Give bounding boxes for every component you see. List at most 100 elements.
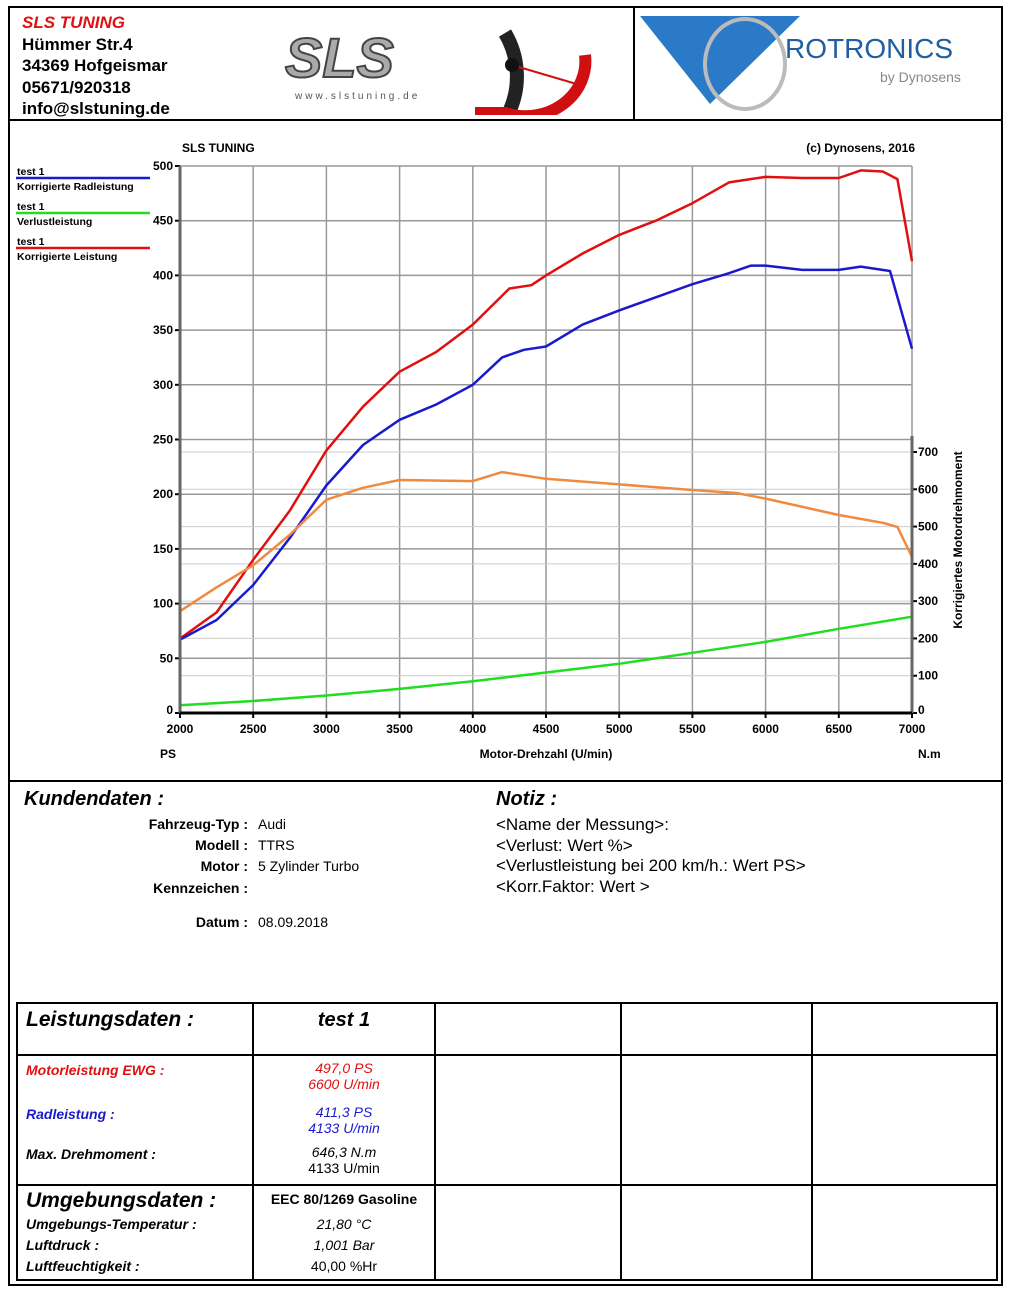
note-line: <Name der Messung>: bbox=[496, 815, 669, 834]
x-axis-label: Motor-Drehzahl (U/min) bbox=[480, 747, 613, 761]
series-line-korrigierte-leistung bbox=[179, 169, 914, 640]
y-right-tick-label: 400 bbox=[918, 557, 938, 571]
rotronics-logo-text: ROTRONICS bbox=[785, 33, 953, 64]
legend-label: Korrigierte Leistung bbox=[17, 251, 117, 263]
y-left-tick-label: 150 bbox=[153, 542, 173, 556]
right-axis-unit: N.m bbox=[918, 747, 941, 761]
dyno-chart: 2000 2500 3000 3500 4000 4500 5000 5500 6000 6500… bbox=[16, 141, 965, 761]
kennzeichen-label: Kennzeichen : bbox=[153, 880, 248, 896]
motor-value: 5 Zylinder Turbo bbox=[258, 858, 360, 874]
series-line-korrigierte-radleistung bbox=[179, 264, 914, 641]
y-right-tick-label: 100 bbox=[918, 669, 938, 683]
y-right-tick-label: 600 bbox=[918, 482, 938, 496]
rotronics-logo-sub: by Dynosens bbox=[880, 69, 961, 85]
rad-ps: 411,3 PS bbox=[315, 1104, 373, 1120]
left-axis-unit: PS bbox=[160, 747, 176, 761]
empty-cell bbox=[620, 1002, 813, 1056]
torque-rpm: 4133 U/min bbox=[308, 1160, 380, 1176]
temp-value: 21,80 °C bbox=[316, 1216, 372, 1232]
y-right-tick-label: 700 bbox=[918, 445, 938, 459]
datum-value: 08.09.2018 bbox=[258, 914, 329, 930]
leistung-labels: Motorleistung EWG : Radleistung : Max. D… bbox=[16, 1054, 254, 1186]
temp-label: Umgebungs-Temperatur : bbox=[26, 1216, 197, 1232]
page-frame bbox=[8, 6, 1003, 1286]
city: 34369 Hofgeismar bbox=[22, 56, 168, 75]
series-line-verlustleistung bbox=[179, 615, 913, 707]
x-tick-label: 3000 bbox=[313, 722, 340, 736]
chart-copyright: (c) Dynosens, 2016 bbox=[806, 141, 915, 155]
empty-cell bbox=[434, 1184, 622, 1281]
y-left-tick-label: 500 bbox=[153, 159, 173, 173]
motor-label: Motor : bbox=[200, 858, 248, 874]
rad-label: Radleistung : bbox=[26, 1106, 115, 1122]
norm: EEC 80/1269 Gasoline bbox=[270, 1191, 418, 1207]
notiz-title: Notiz : bbox=[496, 788, 558, 810]
company-address: SLS TUNING Hümmer Str.4 34369 Hofgeismar… bbox=[22, 12, 170, 120]
x-tick-label: 2500 bbox=[240, 722, 267, 736]
y-left-tick-label: 200 bbox=[153, 487, 173, 501]
legend-run: test 1 bbox=[17, 166, 45, 178]
x-tick-label: 7000 bbox=[899, 722, 926, 736]
empty-cell bbox=[811, 1002, 998, 1056]
rotronics-logo: ROTRONICS by Dynosens bbox=[640, 16, 961, 111]
legend-label: Verlustleistung bbox=[17, 216, 92, 228]
divider bbox=[8, 119, 1003, 121]
modell-value: TTRS bbox=[258, 837, 295, 853]
sls-logo: SLS www.slstuning.de bbox=[284, 25, 592, 115]
kundendaten-list: Fahrzeug-Typ : Audi Modell : TTRS Motor … bbox=[128, 816, 488, 936]
x-tick-label: 3500 bbox=[386, 722, 413, 736]
phone: 05671/920318 bbox=[22, 77, 131, 97]
empty-cell bbox=[434, 1002, 622, 1056]
datum-label: Datum : bbox=[195, 914, 248, 930]
fahrzeug-label: Fahrzeug-Typ : bbox=[148, 816, 248, 832]
y-left-tick-label: 250 bbox=[153, 433, 173, 447]
sls-logo-url: www.slstuning.de bbox=[294, 91, 420, 102]
street: Hümmer Str.4 bbox=[22, 34, 133, 54]
x-tick-label: 5000 bbox=[606, 722, 633, 736]
note-line: <Korr.Faktor: Wert > bbox=[496, 876, 650, 896]
empty-cell bbox=[620, 1184, 813, 1281]
y-right-tick-label: 500 bbox=[918, 520, 938, 534]
torque-nm: 646,3 N.m bbox=[311, 1144, 377, 1160]
chart-title: SLS TUNING bbox=[182, 141, 255, 155]
motor-ps: 497,0 PS bbox=[315, 1060, 373, 1076]
performance-table: Leistungsdaten : test 1 Motorleistung EW… bbox=[16, 1002, 998, 1281]
y-left-tick-label: 450 bbox=[153, 214, 173, 228]
torque-label: Max. Drehmoment : bbox=[26, 1146, 156, 1162]
y-left-tick-label: 0 bbox=[166, 703, 173, 717]
empty-cell bbox=[620, 1054, 813, 1186]
sls-logo-text: SLS bbox=[285, 26, 394, 89]
fahrzeug-value: Audi bbox=[258, 816, 287, 832]
x-tick-label: 5500 bbox=[679, 722, 706, 736]
run-name: test 1 bbox=[252, 1002, 436, 1056]
umgebung-values: EEC 80/1269 Gasoline 21,80 °C 1,001 Bar … bbox=[252, 1184, 436, 1281]
legend-run: test 1 bbox=[17, 201, 45, 213]
note-line: <Verlust: Wert %> bbox=[496, 835, 633, 855]
company-name: SLS TUNING bbox=[22, 13, 125, 32]
legend-run: test 1 bbox=[17, 236, 45, 248]
x-tick-label: 6500 bbox=[825, 722, 852, 736]
divider bbox=[633, 6, 635, 120]
note-line: <Verlustleistung bei 200 km/h.: Wert PS> bbox=[496, 856, 806, 875]
druck-value: 1,001 Bar bbox=[313, 1237, 375, 1253]
y-right-tick-label: 200 bbox=[918, 631, 938, 645]
modell-label: Modell : bbox=[195, 837, 248, 853]
divider bbox=[8, 780, 1003, 782]
umgebung-labels: Umgebungsdaten : Umgebungs-Temperatur : … bbox=[16, 1184, 254, 1281]
leistung-values: 497,0 PS 6600 U/min 411,3 PS 4133 U/min … bbox=[252, 1054, 436, 1186]
leistung-title: Leistungsdaten : bbox=[16, 1002, 254, 1056]
y-right-tick-label: 0 bbox=[918, 703, 925, 717]
empty-cell bbox=[811, 1054, 998, 1186]
right-axis-label: Korrigiertes Motordrehmoment bbox=[951, 451, 965, 628]
umgebung-title: Umgebungsdaten : bbox=[26, 1189, 217, 1212]
legend-label: Korrigierte Radleistung bbox=[17, 181, 134, 193]
email: info@slstuning.de bbox=[22, 99, 170, 118]
feuchte-label: Luftfeuchtigkeit : bbox=[26, 1258, 140, 1274]
notiz-lines: <Name der Messung>: <Verlust: Wert %> <V… bbox=[496, 815, 806, 897]
motor-rpm: 6600 U/min bbox=[308, 1076, 380, 1092]
y-left-tick-label: 350 bbox=[153, 323, 173, 337]
druck-label: Luftdruck : bbox=[26, 1237, 100, 1253]
x-tick-label: 6000 bbox=[752, 722, 779, 736]
y-right-tick-label: 300 bbox=[918, 594, 938, 608]
rad-rpm: 4133 U/min bbox=[308, 1120, 380, 1136]
